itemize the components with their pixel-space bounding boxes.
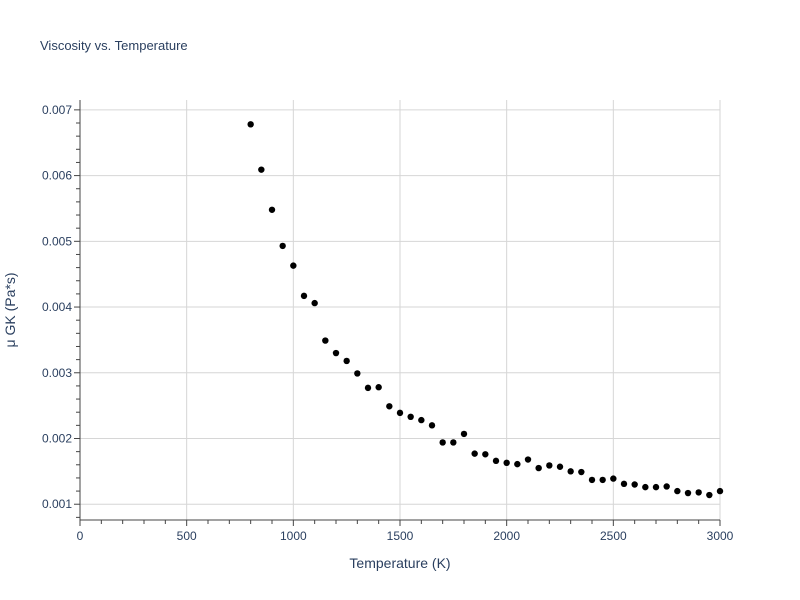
data-point [386, 403, 393, 410]
data-point [482, 451, 489, 458]
data-point [258, 166, 265, 173]
y-tick-label: 0.007 [42, 103, 72, 117]
data-point [578, 468, 585, 476]
gridlines [80, 100, 721, 520]
x-tick-label: 1000 [280, 529, 307, 543]
data-point [631, 481, 638, 488]
x-tick-label: 2000 [493, 529, 520, 543]
data-point [492, 457, 500, 465]
y-tick-label: 0.004 [42, 300, 72, 314]
x-tick-label: 500 [177, 529, 197, 543]
data-point [460, 430, 468, 438]
x-axis-title: Temperature (K) [349, 555, 450, 571]
data-point [599, 476, 606, 484]
data-point [546, 462, 553, 469]
data-point [428, 422, 436, 429]
data-point [418, 416, 425, 424]
data-point [268, 206, 276, 213]
x-tick-label: 0 [77, 529, 84, 543]
y-tick-label: 0.005 [42, 234, 72, 248]
x-tick-labels: 0 500 1000 1500 2000 2500 3000 [77, 529, 734, 543]
y-tick-labels: 0.001 0.002 0.003 0.004 0.005 0.006 0.007 [42, 103, 72, 511]
x-tick-label: 1500 [387, 529, 414, 543]
data-point [439, 439, 446, 446]
data-point [396, 409, 404, 417]
data-point [524, 456, 532, 463]
data-point [674, 487, 681, 495]
data-point [663, 483, 670, 490]
data-point [247, 121, 254, 128]
data-point [290, 262, 297, 269]
y-tick-label: 0.001 [42, 497, 72, 511]
y-tick-label: 0.006 [42, 169, 72, 183]
data-points [247, 121, 724, 499]
x-tick-label: 2500 [600, 529, 627, 543]
data-point [364, 384, 372, 392]
data-point [514, 460, 521, 468]
data-point [695, 489, 702, 496]
data-point [311, 299, 318, 307]
y-axis-title: μ GK (Pa*s) [2, 273, 18, 348]
data-point [503, 459, 510, 467]
data-point [652, 483, 660, 491]
data-point [706, 491, 713, 499]
data-point [610, 475, 617, 482]
data-point [642, 483, 649, 491]
data-point [407, 413, 414, 421]
data-point [375, 384, 382, 391]
data-point [567, 468, 574, 475]
x-tick-label: 3000 [707, 529, 734, 543]
data-point [535, 464, 542, 472]
data-point [716, 487, 724, 495]
chart-title: Viscosity vs. Temperature [40, 38, 188, 53]
data-point [620, 480, 628, 488]
data-point [556, 463, 564, 470]
data-point [279, 242, 286, 250]
data-point [354, 370, 361, 377]
data-point [300, 292, 308, 300]
data-point [343, 357, 350, 365]
data-point [450, 439, 457, 446]
y-tick-label: 0.002 [42, 431, 72, 445]
data-point [471, 450, 478, 457]
data-point [684, 489, 692, 497]
data-point [332, 349, 340, 357]
data-point [322, 337, 329, 344]
axes [74, 100, 721, 526]
data-point [588, 476, 596, 484]
y-tick-label: 0.003 [42, 366, 72, 380]
